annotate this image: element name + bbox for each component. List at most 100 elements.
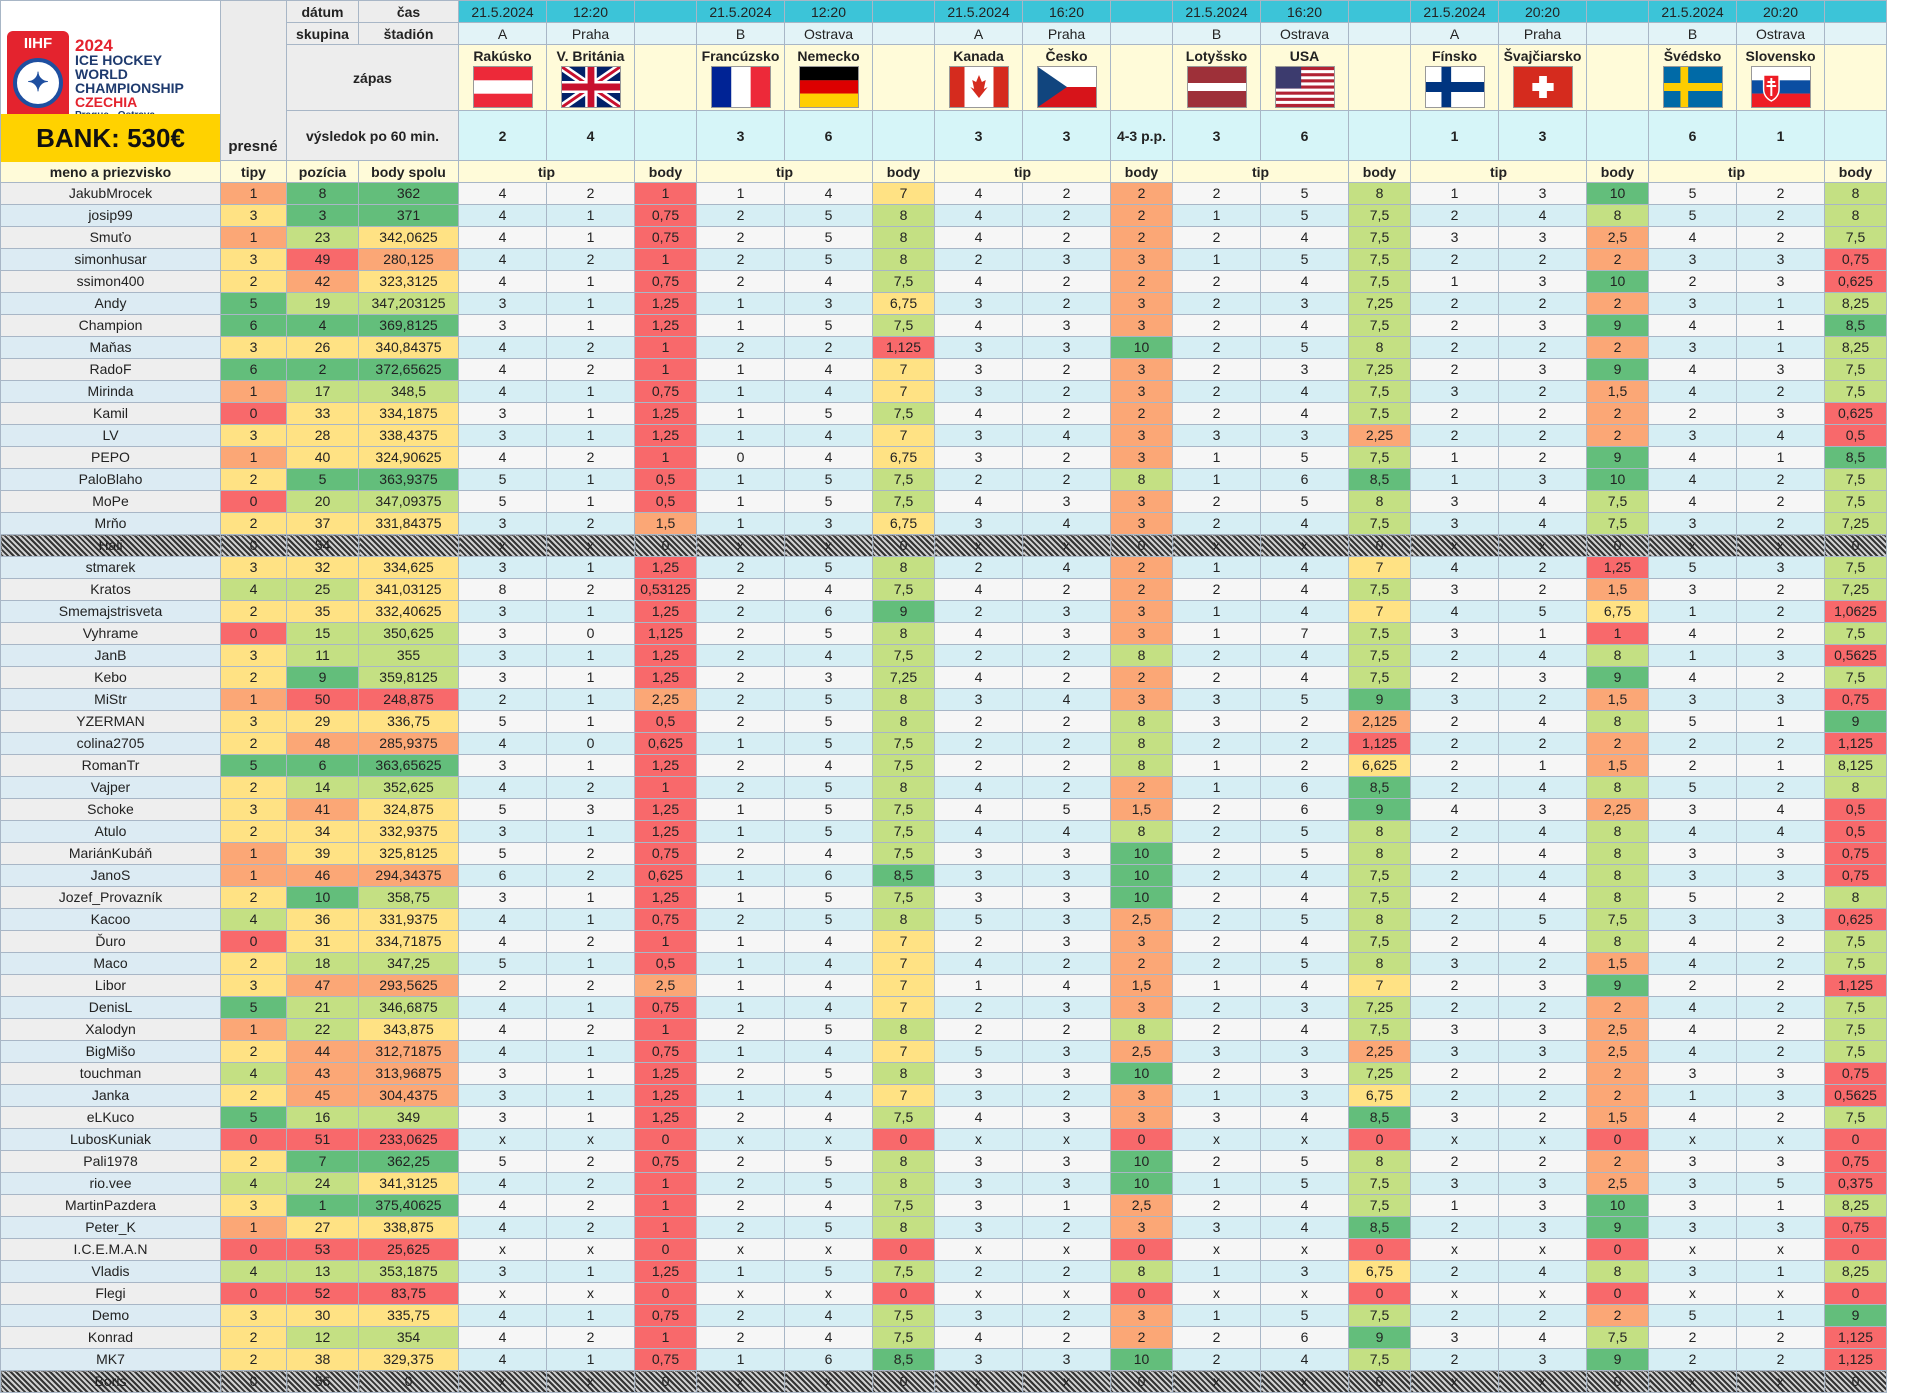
tip-home: 2 [1410,1216,1499,1239]
tip-home: 3 [1410,688,1499,711]
tip-home: 2 [1172,886,1261,909]
match-points: 10 [1110,336,1173,359]
tip-home: x [1410,1238,1499,1261]
exact-tips: 3 [220,336,287,359]
tip-home: 2 [1172,402,1261,425]
tip-away: 2 [1022,1260,1111,1283]
tip-away: 4 [784,930,873,953]
tip-away: x [1498,1282,1587,1305]
tip-home: 2 [696,1194,785,1217]
match-points: 0 [1824,1238,1887,1261]
tip-away: 3 [1260,1040,1349,1063]
match-points: 8 [872,710,935,733]
match-points: 2 [1110,556,1173,579]
total-points: 324,90625 [358,446,459,469]
match-points: 7,5 [1348,930,1411,953]
tip-home: 2 [696,776,785,799]
player-row: MartinPazdera 3 1 375,40625 4 2 1 2 4 7,5 3 1 2,5 2 4 7… [0,1194,1887,1217]
player-name: Hali [0,534,221,557]
match-points: 10 [1586,182,1649,205]
tip-away: x [1498,1128,1587,1151]
usa-flag-icon [1274,66,1335,108]
tip-home: x [1172,534,1261,557]
tip-away: x [1736,1282,1825,1305]
match-points: 2 [1586,732,1649,755]
tip-home: 2 [1410,754,1499,777]
tip-home: 1 [696,974,785,997]
tip-away: 2 [1260,732,1349,755]
tip-away: x [1260,1128,1349,1151]
tip-away: 4 [784,842,873,865]
player-name: simonhusar [0,248,221,271]
position: 15 [286,622,359,645]
match-points: 7,5 [1824,490,1887,513]
tip-home: 2 [1172,930,1261,953]
tip-home: 3 [1410,622,1499,645]
tip-home: 1 [1172,446,1261,469]
match-points: 0,75 [634,1040,697,1063]
pozicia-label: pozícia [286,160,359,183]
tip-home: 2 [1410,1348,1499,1371]
tip-home: x [696,534,785,557]
match-points: 7 [872,996,935,1019]
tip-home: 2 [1172,314,1261,337]
team-home: Švédsko [1648,44,1737,111]
match-points: 0,625 [1824,270,1887,293]
tip-away: x [1736,1370,1825,1393]
tip-away: 4 [1022,974,1111,997]
exact-tips: 0 [220,1282,287,1305]
total-points: 346,6875 [358,996,459,1019]
total-points: 0 [358,1370,459,1393]
tip-home: 2 [1410,402,1499,425]
tip-home: 3 [1648,1194,1737,1217]
match-points: 0 [1348,1238,1411,1261]
tip-home: 2 [1410,204,1499,227]
tip-away: 1 [1736,754,1825,777]
finland-flag-icon [1424,66,1485,108]
tip-home: 3 [1410,226,1499,249]
match-points: 1 [634,1194,697,1217]
home-score: 2 [458,110,547,161]
tip-home: 3 [1648,798,1737,821]
tip-away: 2 [1498,688,1587,711]
tip-away: 2 [1022,1216,1111,1239]
match-points: 7,5 [1348,270,1411,293]
tip-home: 3 [1410,1106,1499,1129]
tip-away: 4 [1260,974,1349,997]
tip-home: 4 [1410,600,1499,623]
match-date: 21.5.2024 [458,0,547,23]
tip-home: 1 [696,732,785,755]
match-points: 7,5 [1586,1326,1649,1349]
match-points: 7 [1348,600,1411,623]
tip-away: 4 [784,358,873,381]
tip-home: x [1648,1370,1737,1393]
match-points: 9 [1586,1216,1649,1239]
match-points: 0 [1348,534,1411,557]
tip-away: 4 [784,270,873,293]
total-points: 332,40625 [358,600,459,623]
player-row: Kebo 2 9 359,8125 3 1 1,25 2 3 7,25 4 2 2 2 4 7,5 2 3 9 4 2 7… [0,666,1887,689]
exact-tips: 0 [220,490,287,513]
match-points: 7,5 [872,490,935,513]
match-points: 8,25 [1824,1194,1887,1217]
total-points: 312,71875 [358,1040,459,1063]
tip-away: 3 [1022,908,1111,931]
tip-home: 1 [696,996,785,1019]
tip-away: 3 [1736,358,1825,381]
match-points: 1,25 [634,556,697,579]
tip-home: 2 [1648,732,1737,755]
match-points: 7,5 [1348,226,1411,249]
exact-tips: 4 [220,1260,287,1283]
tip-away: 1 [546,226,635,249]
tip-away: 4 [1498,1260,1587,1283]
tip-away: 4 [1260,1348,1349,1371]
exact-tips: 3 [220,424,287,447]
match-points: 0,5625 [1824,1084,1887,1107]
tip-away: 3 [784,512,873,535]
tip-away: 2 [546,336,635,359]
match-points: 8,5 [872,864,935,887]
match-points: 10 [1586,1194,1649,1217]
match-points: 2 [1110,776,1173,799]
tip-home: x [696,1238,785,1261]
tip-away: 5 [784,622,873,645]
